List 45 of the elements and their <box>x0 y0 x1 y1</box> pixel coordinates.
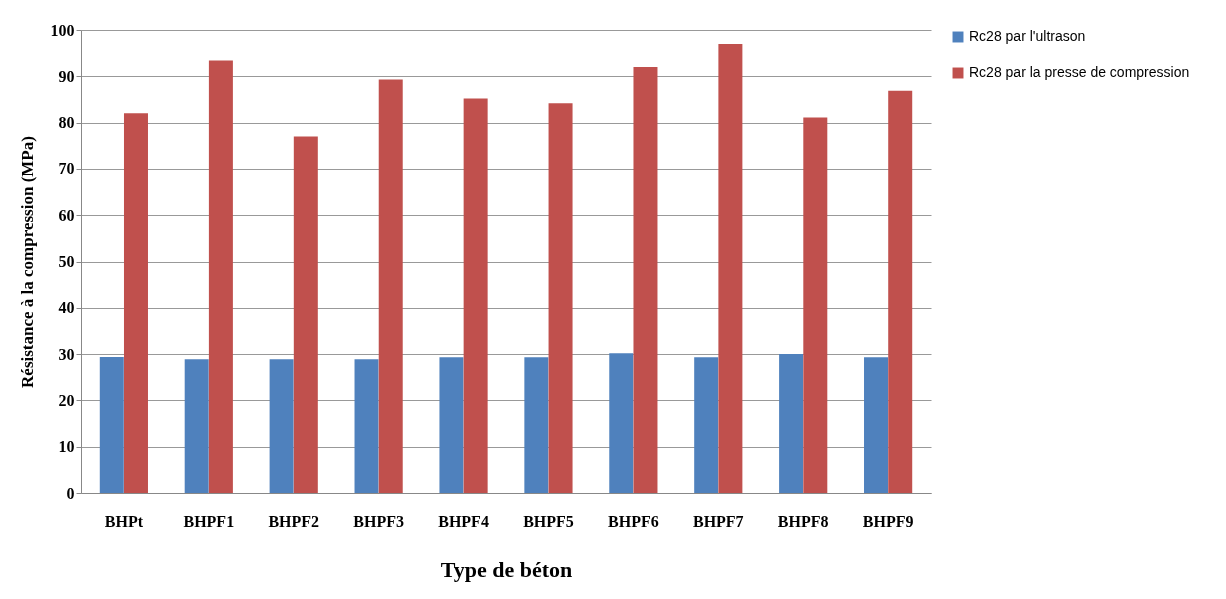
x-tick-label: BHPF6 <box>608 512 659 530</box>
bar <box>524 357 549 493</box>
y-tick-label: 40 <box>58 299 75 317</box>
bar <box>718 43 743 493</box>
y-tick-label: 30 <box>58 345 75 363</box>
x-tick-label: BHPF8 <box>777 512 829 530</box>
bar <box>803 117 828 493</box>
x-tick-label: BHPF3 <box>353 512 404 530</box>
bar <box>694 357 719 493</box>
x-tick-label: BHPF1 <box>183 512 235 530</box>
y-axis-title: Résistance à la compression (MPa) <box>17 136 37 388</box>
x-tick-label: BHPF7 <box>692 512 744 530</box>
bar <box>864 357 889 493</box>
bar <box>184 359 209 493</box>
y-tick-label: 90 <box>58 67 75 85</box>
y-tick-label: 50 <box>58 253 75 270</box>
bar <box>888 90 913 493</box>
bar <box>548 103 573 493</box>
x-tick-label: BHPF2 <box>268 512 320 530</box>
bar <box>633 67 658 493</box>
bar <box>123 113 148 493</box>
y-tick-label: 10 <box>58 438 75 456</box>
y-tick-label: 70 <box>58 160 75 178</box>
legend-label: Rc28 par la presse de compression <box>969 64 1190 80</box>
bar <box>208 60 233 493</box>
x-tick-label: BHPF9 <box>862 512 914 530</box>
x-tick-label: BHPF5 <box>523 512 574 530</box>
bar <box>609 353 634 493</box>
x-tick-label: BHPF4 <box>438 512 489 530</box>
bar <box>463 98 488 493</box>
x-axis-title: Type de béton <box>440 556 573 582</box>
y-tick-label: 60 <box>58 206 75 224</box>
bar <box>779 354 804 493</box>
bar <box>439 357 464 493</box>
x-tick-label: BHPt <box>104 512 144 530</box>
y-tick-label: 80 <box>58 114 75 132</box>
legend-label: Rc28 par l'ultrason <box>969 28 1086 44</box>
bar <box>99 356 124 493</box>
bar <box>293 136 318 493</box>
bar <box>378 79 403 493</box>
y-tick-label: 100 <box>50 21 75 39</box>
bar <box>354 359 379 493</box>
y-tick-label: 0 <box>66 484 75 502</box>
y-tick-label: 20 <box>58 391 75 409</box>
bar <box>269 359 294 493</box>
